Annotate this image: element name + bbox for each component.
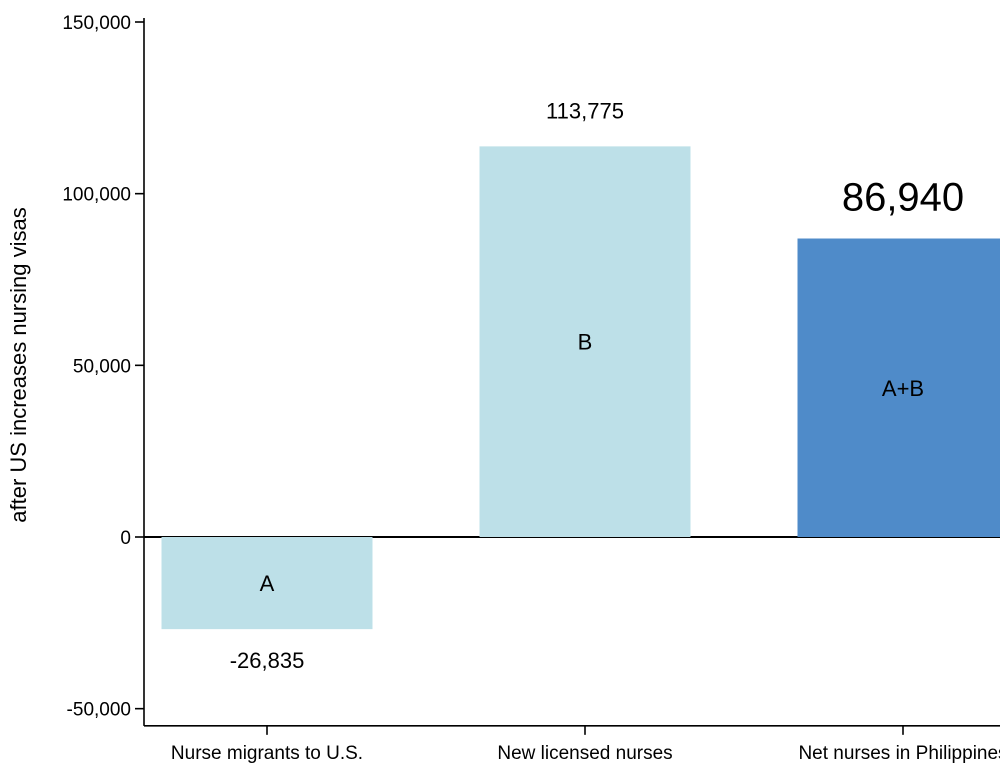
x-tick-label: New licensed nurses xyxy=(497,743,672,764)
bars xyxy=(161,146,1000,630)
y-tick-label: 100,000 xyxy=(62,185,131,206)
value-label: 113,775 xyxy=(546,98,624,123)
x-axis: Nurse migrants to U.S. New licensed nurse… xyxy=(144,536,1000,764)
y-tick-label: 50,000 xyxy=(73,356,131,377)
y-tick-label: 150,000 xyxy=(62,13,131,34)
bar xyxy=(161,537,373,630)
y-axis-label: after US increases nursing visas xyxy=(6,207,31,522)
x-tick-label: Nurse migrants to U.S. xyxy=(171,743,363,764)
x-tick-label: Net nurses in Philippines xyxy=(798,743,1000,764)
bar-letter-label: A xyxy=(260,571,275,596)
y-tick-label: -50,000 xyxy=(67,700,131,721)
value-label: 86,940 xyxy=(842,176,964,220)
y-tick-label: 0 xyxy=(120,528,131,549)
bar-labels: A B A+B -26,835 113,775 86,940 xyxy=(230,98,964,673)
value-label: -26,835 xyxy=(230,648,305,673)
bar-letter-label: B xyxy=(578,330,593,355)
bar xyxy=(479,146,691,537)
bar-letter-label: A+B xyxy=(882,376,924,401)
y-axis: -50,000 0 50,000 100,000 150,000 xyxy=(62,13,145,726)
bar xyxy=(797,238,1000,538)
